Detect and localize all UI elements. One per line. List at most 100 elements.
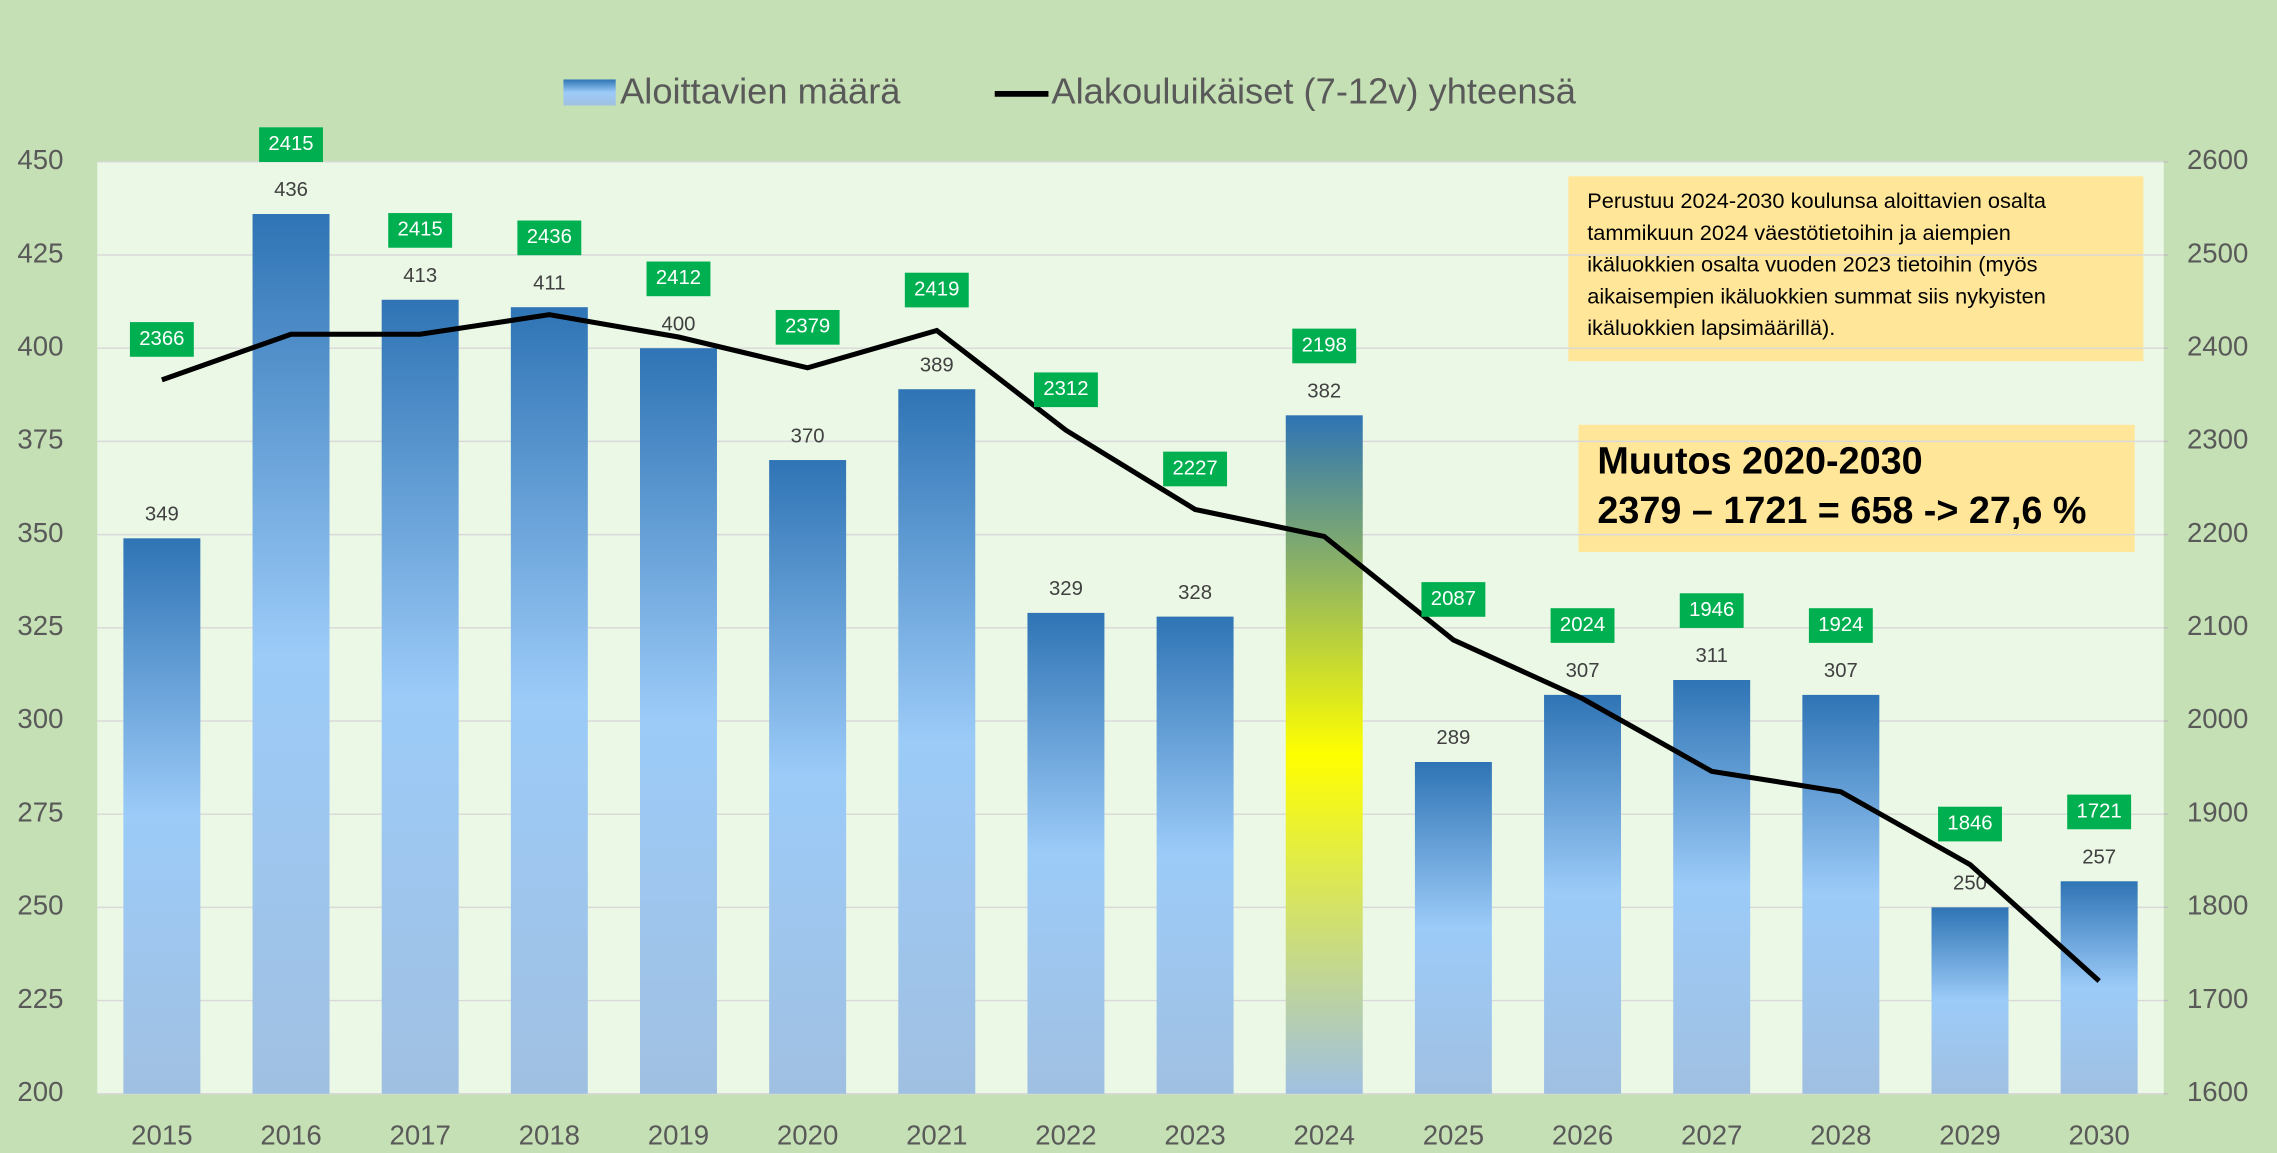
legend-label: Aloittavien määrä (620, 71, 901, 112)
bar-value-label: 436 (274, 179, 308, 201)
line (161, 312, 2101, 983)
y2-tick-label: 2500 (2187, 237, 2248, 268)
change-title: Muutos 2020-2030 (1597, 440, 1922, 482)
bar-value-label: 250 (1953, 873, 1987, 895)
line-label-box (129, 322, 194, 357)
line-value-label: 2419 (914, 278, 959, 300)
x-tick-label: 2017 (389, 1119, 450, 1150)
line-value-label: 1946 (1689, 599, 1734, 621)
line-label-box (1163, 451, 1228, 487)
y2-tick-label: 1700 (2187, 983, 2248, 1014)
x-tick-label: 2030 (2068, 1119, 2129, 1150)
line-label-box (1033, 372, 1098, 408)
line-label-box (1808, 608, 1873, 643)
line-value-label: 2312 (1043, 378, 1088, 400)
x-tick-label: 2024 (1294, 1119, 1355, 1150)
line-value-label: 2087 (1431, 588, 1476, 610)
bar (769, 460, 847, 1094)
x-tick-label: 2021 (906, 1119, 967, 1150)
y2-tick-label: 2100 (2187, 610, 2248, 641)
line-value-label: 2024 (1560, 614, 1605, 636)
bar (510, 307, 588, 1094)
bar-value-label: 400 (662, 313, 696, 335)
note-box (1568, 176, 2144, 362)
line-label-box (775, 309, 840, 345)
line-value-label: 2412 (656, 267, 701, 289)
legend-swatch (563, 79, 616, 106)
bar (2060, 881, 2138, 1094)
bar (898, 389, 976, 1094)
bar-value-label: 411 (533, 272, 565, 294)
bar-value-label: 311 (1696, 645, 1728, 667)
bar (1156, 616, 1234, 1094)
note-line: ikäluokkien lapsimäärillä). (1587, 315, 1835, 340)
x-tick-label: 2015 (131, 1119, 192, 1150)
bar (1802, 694, 1880, 1094)
y-tick-label: 450 (17, 144, 63, 175)
bar (1931, 907, 2009, 1094)
y-tick-label: 225 (17, 983, 63, 1014)
line-label-box (2067, 794, 2132, 830)
line-label-box (646, 261, 711, 297)
x-tick-label: 2028 (1810, 1119, 1871, 1150)
line-label-box (1292, 328, 1357, 364)
bar (381, 299, 459, 1094)
y2-tick-label: 2600 (2187, 144, 2248, 175)
line-value-label: 2415 (398, 219, 443, 241)
change-text: 2379 – 1721 = 658 -> 27,6 % (1597, 489, 2086, 531)
y-tick-label: 325 (17, 610, 63, 641)
note-line: ikäluokkien osalta vuoden 2023 tietoihin… (1587, 252, 2037, 277)
line-value-label: 2415 (268, 133, 313, 155)
note-line: tammikuun 2024 väestötietoihin ja aiempi… (1587, 220, 2011, 245)
note-line: Perustuu 2024-2030 koulunsa aloittavien … (1587, 188, 2047, 213)
line-value-label: 2198 (1302, 334, 1347, 356)
line-label-box (517, 220, 582, 256)
bar (1414, 761, 1492, 1094)
line-value-label: 1924 (1818, 614, 1863, 636)
x-tick-label: 2018 (519, 1119, 580, 1150)
y-tick-label: 400 (17, 331, 63, 362)
x-tick-label: 2019 (648, 1119, 709, 1150)
x-tick-label: 2016 (260, 1119, 321, 1150)
x-tick-label: 2027 (1681, 1119, 1742, 1150)
line-label-box (1938, 806, 2002, 842)
bar-value-label: 370 (791, 425, 825, 447)
x-tick-label: 2022 (1035, 1119, 1096, 1150)
y2-tick-label: 2200 (2187, 517, 2248, 548)
y-tick-label: 300 (17, 703, 63, 734)
bar (1673, 679, 1751, 1094)
bar-value-label: 349 (145, 504, 179, 526)
line-label-box (904, 272, 969, 308)
line-label-box (259, 127, 323, 162)
bar (123, 538, 201, 1094)
y-tick-label: 425 (17, 237, 63, 268)
line-value-label: 2227 (1172, 457, 1217, 479)
bar-value-label: 289 (1436, 727, 1470, 749)
line-value-label: 2366 (139, 328, 184, 350)
y-tick-label: 250 (17, 890, 63, 921)
line-label-box (1421, 582, 1486, 617)
x-tick-label: 2020 (777, 1119, 838, 1150)
bar-value-label: 328 (1178, 582, 1212, 604)
y-tick-label: 350 (17, 517, 63, 548)
x-tick-label: 2026 (1552, 1119, 1613, 1150)
line-value-label: 2436 (527, 226, 572, 248)
y2-tick-label: 1600 (2187, 1076, 2248, 1107)
legend: Aloittavien määrä Alakouluikäiset (7-12v… (563, 71, 1577, 112)
y-tick-label: 200 (17, 1076, 63, 1107)
line-value-label: 2379 (785, 316, 830, 338)
bar-value-label: 382 (1307, 381, 1341, 403)
bar (639, 348, 717, 1094)
y2-tick-label: 2000 (2187, 703, 2248, 734)
line-label-box (1679, 593, 1744, 628)
bar-value-label: 329 (1049, 578, 1083, 600)
x-tick-label: 2023 (1164, 1119, 1225, 1150)
y2-tick-label: 1900 (2187, 796, 2248, 827)
y2-tick-label: 2300 (2187, 424, 2248, 455)
y-tick-label: 375 (17, 424, 63, 455)
y2-tick-label: 2400 (2187, 331, 2248, 362)
bar-value-label: 389 (920, 354, 954, 376)
bar (1544, 694, 1622, 1094)
bar-value-label: 413 (403, 265, 437, 287)
note-line: aikaisempien ikäluokkien summat siis nyk… (1587, 283, 2046, 308)
